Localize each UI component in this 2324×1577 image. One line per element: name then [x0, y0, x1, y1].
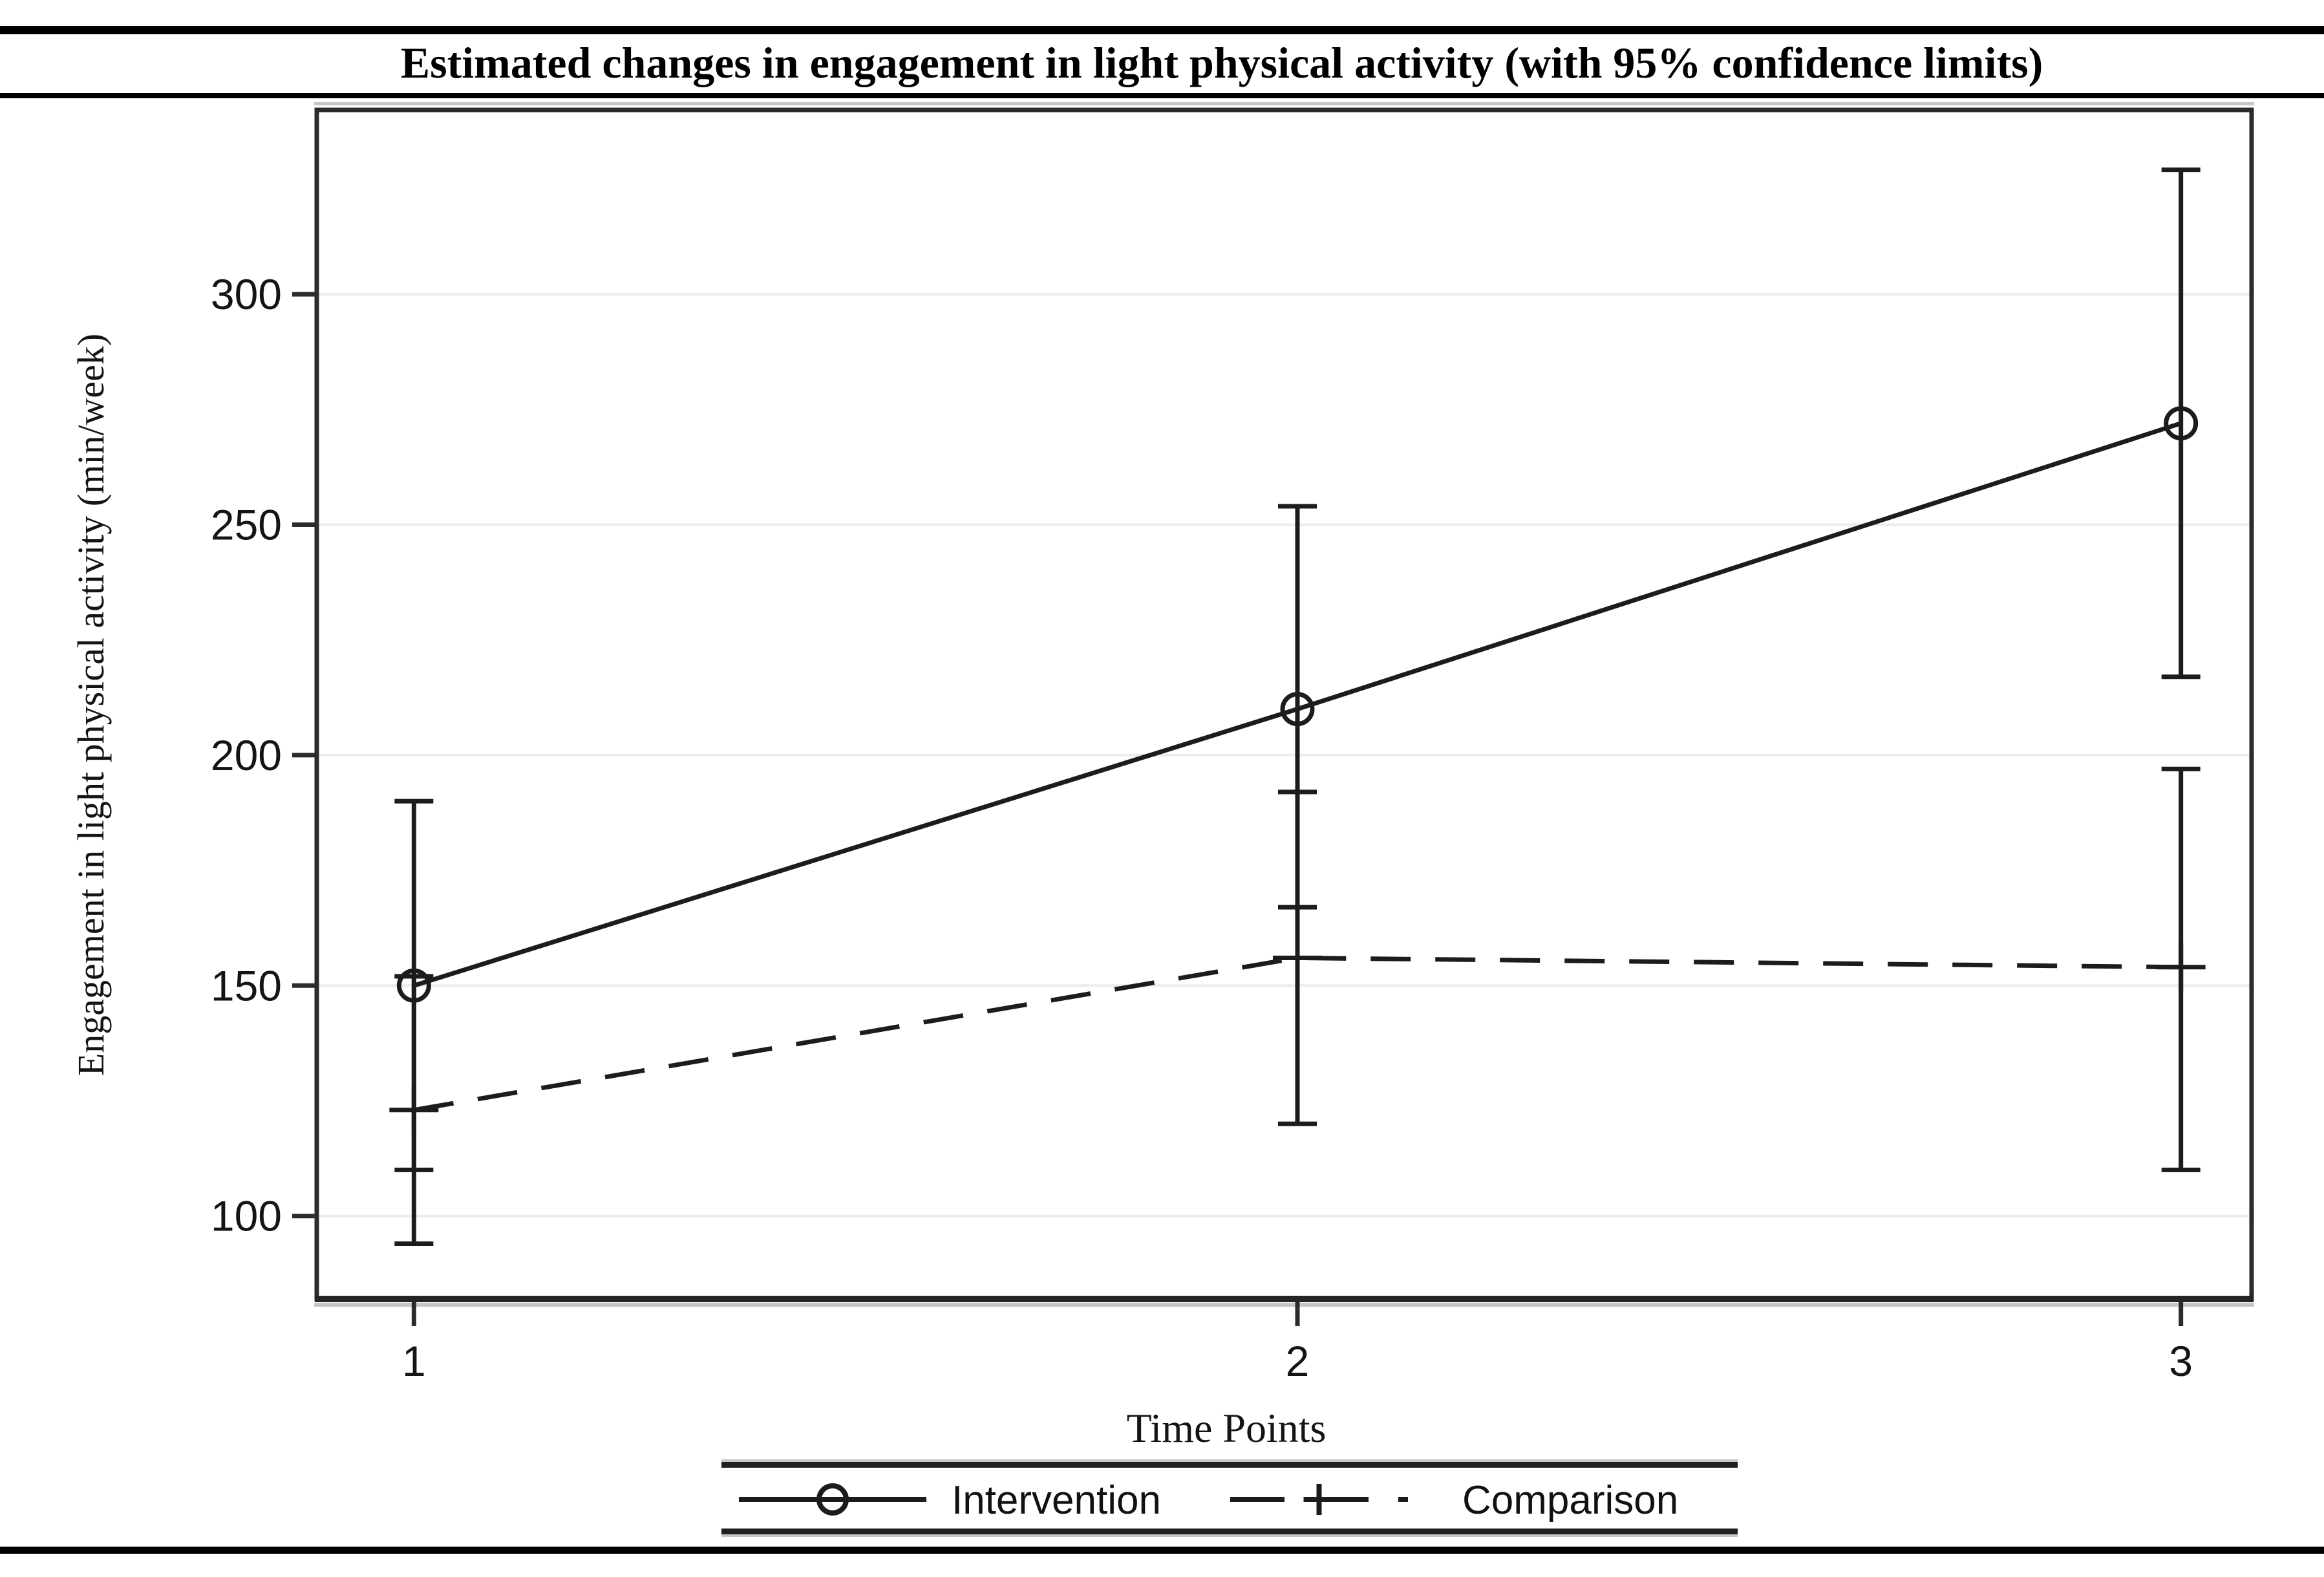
x-tick-label: 3 — [2169, 1337, 2193, 1385]
marker-circle — [1280, 692, 1315, 727]
legend-label-intervention: Intervention — [952, 1478, 1161, 1523]
y-tick-label: 200 — [211, 731, 282, 779]
frame-shadow-top — [314, 102, 2254, 105]
x-tick-label: 1 — [402, 1337, 426, 1385]
frame-shadow-bottom — [314, 1303, 2254, 1307]
y-tick-label: 300 — [211, 270, 282, 318]
legend-sample-comparison — [1230, 1484, 1408, 1515]
legend-rule-bottom — [721, 1529, 1738, 1534]
x-axis-label: Time Points — [1127, 1405, 1327, 1451]
y-tick-label: 250 — [211, 501, 282, 549]
y-axis-label: Engagement in light physical activity (m… — [70, 334, 112, 1076]
marker-circle — [816, 1483, 849, 1516]
axes: 100 150 200 250 300 1 2 3 — [211, 270, 2193, 1385]
figure-top-rule — [0, 26, 2324, 34]
y-tick-label: 150 — [211, 961, 282, 1009]
title-rule — [0, 93, 2324, 98]
series-line-intervention — [413, 421, 2182, 988]
legend-rule-top — [721, 1462, 1738, 1468]
marker-circle — [2164, 406, 2199, 441]
figure-bottom-rule — [0, 1547, 2324, 1554]
chart-title: Estimated changes in engagement in light… — [401, 38, 2043, 87]
legend-label-comparison: Comparison — [1462, 1478, 1678, 1523]
series-comparison — [389, 766, 2206, 1246]
legend-shadow-top — [721, 1459, 1738, 1462]
series — [389, 167, 2206, 1246]
y-tick-label: 100 — [211, 1192, 282, 1240]
gridlines — [319, 293, 2249, 1218]
legend-samples — [739, 1483, 1408, 1516]
x-tick-label: 2 — [1286, 1337, 1310, 1385]
legend-sample-intervention — [739, 1483, 926, 1516]
legend-shadow-bottom — [721, 1534, 1738, 1537]
